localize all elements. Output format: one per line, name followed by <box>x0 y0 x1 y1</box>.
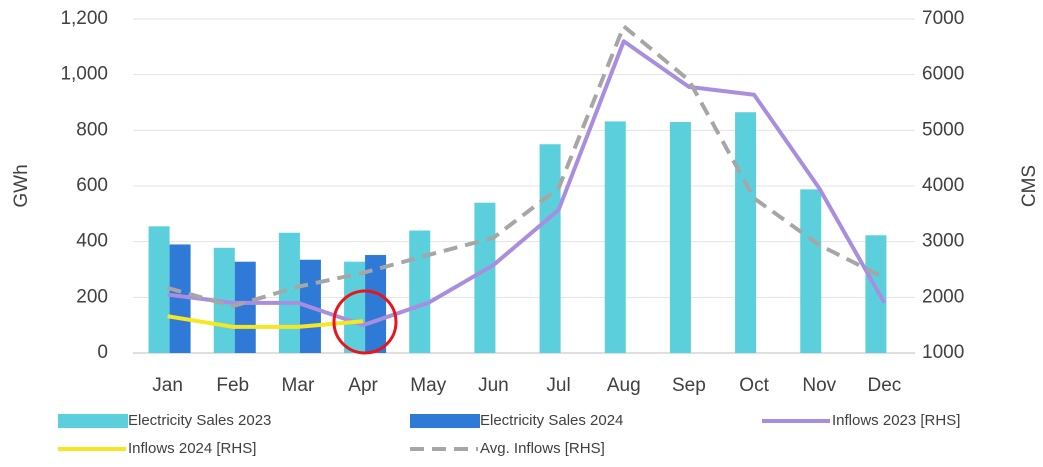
y-tick-label: 400 <box>76 231 108 252</box>
bar <box>409 230 431 353</box>
legend-swatch <box>58 414 128 428</box>
x-tick-label: Sep <box>672 375 706 396</box>
bar <box>169 244 191 353</box>
bar <box>365 255 387 353</box>
legend-label: Inflows 2024 [RHS] <box>128 440 256 457</box>
x-tick-label: Oct <box>739 375 769 396</box>
bar <box>148 226 170 353</box>
bar <box>735 112 757 353</box>
x-tick-label: Jun <box>478 375 509 396</box>
x-tick-label: Apr <box>348 375 378 396</box>
x-tick-label: Feb <box>216 375 249 396</box>
bar <box>344 261 366 353</box>
y2-tick-label: 7000 <box>922 8 964 29</box>
bar <box>234 261 256 353</box>
y2-tick-label: 6000 <box>922 64 964 85</box>
bar <box>669 121 691 353</box>
legend-label: Inflows 2023 [RHS] <box>832 412 960 429</box>
x-tick-label: Mar <box>282 375 315 396</box>
y2-axis-title: CMS <box>1019 165 1040 207</box>
x-tick-label: Dec <box>868 375 902 396</box>
line-series <box>167 39 887 328</box>
line-series <box>167 314 364 329</box>
line-series <box>167 24 886 309</box>
bar <box>604 121 626 353</box>
y2-tick-label: 5000 <box>922 119 964 140</box>
legend-swatch <box>410 414 480 428</box>
bar <box>865 235 887 353</box>
bar <box>800 189 822 353</box>
x-tick-label: Nov <box>802 375 836 396</box>
y-tick-label: 600 <box>76 175 108 196</box>
legend-label: Electricity Sales 2024 <box>480 412 623 429</box>
highlight-circle <box>332 289 398 355</box>
x-tick-label: Aug <box>607 375 641 396</box>
x-tick-label: Jan <box>152 375 183 396</box>
y2-tick-label: 4000 <box>922 175 964 196</box>
y-tick-label: 0 <box>97 342 108 363</box>
x-tick-label: Jul <box>546 375 570 396</box>
y-tick-label: 800 <box>76 119 108 140</box>
bar <box>474 202 496 353</box>
legend-label: Avg. Inflows [RHS] <box>480 440 605 457</box>
y-tick-label: 1,000 <box>60 64 108 85</box>
y2-tick-label: 3000 <box>922 231 964 252</box>
bar <box>278 232 300 353</box>
x-tick-label: May <box>410 375 446 396</box>
bar <box>539 144 561 353</box>
legend-label: Electricity Sales 2023 <box>128 412 271 429</box>
y2-tick-label: 1000 <box>922 342 964 363</box>
y2-tick-label: 2000 <box>922 286 964 307</box>
y-tick-label: 1,200 <box>60 8 108 29</box>
y-axis-title: GWh <box>11 164 32 207</box>
y-tick-label: 200 <box>76 286 108 307</box>
